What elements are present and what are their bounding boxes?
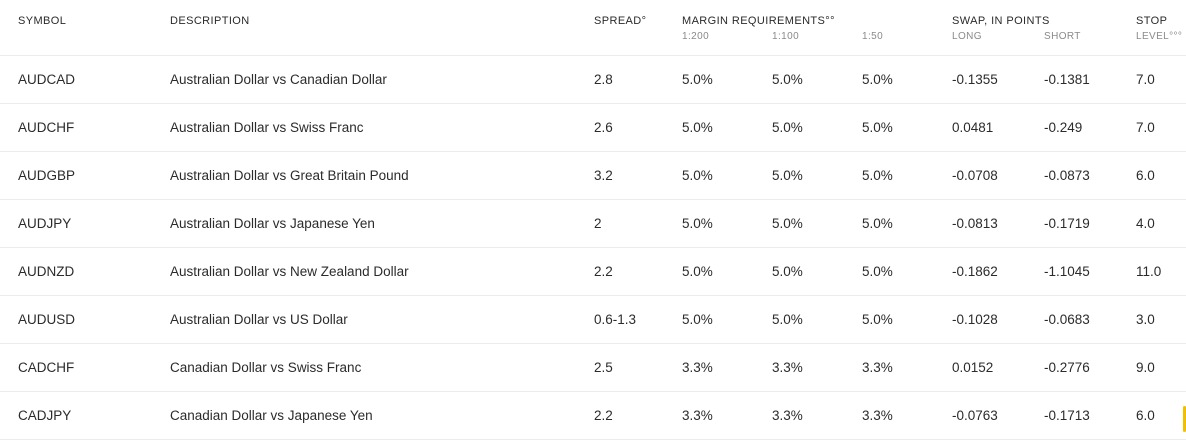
cell-swap-short: -0.1713 xyxy=(1044,408,1090,423)
cell-margin-100: 5.0% xyxy=(772,264,803,279)
cell-spread: 2.2 xyxy=(594,264,613,279)
table-row[interactable]: AUDCAD Australian Dollar vs Canadian Doll… xyxy=(0,56,1186,104)
cell-description: Australian Dollar vs New Zealand Dollar xyxy=(170,264,409,279)
cell-description: Canadian Dollar vs Swiss Franc xyxy=(170,360,362,375)
cell-margin-200: 5.0% xyxy=(682,312,713,327)
cell-stop-level: 7.0 xyxy=(1136,120,1155,135)
header-symbol[interactable]: SYMBOL xyxy=(18,15,67,27)
cell-margin-50: 3.3% xyxy=(862,408,893,423)
cell-symbol: CADCHF xyxy=(18,360,75,375)
cell-margin-200: 3.3% xyxy=(682,408,713,423)
cell-swap-long: 0.0152 xyxy=(952,360,994,375)
table-row[interactable]: AUDUSD Australian Dollar vs US Dollar 0.6-… xyxy=(0,296,1186,344)
cell-margin-50: 5.0% xyxy=(862,312,893,327)
cell-stop-level: 3.0 xyxy=(1136,312,1155,327)
cell-margin-50: 5.0% xyxy=(862,120,893,135)
header-margin-50: 1:50 xyxy=(862,31,884,42)
cell-margin-200: 5.0% xyxy=(682,216,713,231)
cell-symbol: AUDCHF xyxy=(18,120,75,135)
table-row[interactable]: AUDGBP Australian Dollar vs Great Britain… xyxy=(0,152,1186,200)
cell-swap-long: 0.0481 xyxy=(952,120,994,135)
cell-stop-level: 4.0 xyxy=(1136,216,1155,231)
table-row[interactable]: CADCHF Canadian Dollar vs Swiss Franc 2.5 3… xyxy=(0,344,1186,392)
cell-stop-level: 9.0 xyxy=(1136,360,1155,375)
cell-spread: 3.2 xyxy=(594,168,613,183)
cell-symbol: AUDCAD xyxy=(18,72,76,87)
cell-swap-long: -0.0763 xyxy=(952,408,998,423)
cell-spread: 2 xyxy=(594,216,602,231)
header-margin-100: 1:100 xyxy=(772,31,800,42)
cell-description: Australian Dollar vs Canadian Dollar xyxy=(170,72,387,87)
cell-swap-short: -0.2776 xyxy=(1044,360,1090,375)
cell-margin-100: 5.0% xyxy=(772,168,803,183)
cell-margin-50: 5.0% xyxy=(862,264,893,279)
cell-symbol: AUDUSD xyxy=(18,312,76,327)
header-swap-short: SHORT xyxy=(1044,31,1081,42)
cell-swap-short: -1.1045 xyxy=(1044,264,1090,279)
cell-margin-200: 5.0% xyxy=(682,264,713,279)
cell-description: Canadian Dollar vs Japanese Yen xyxy=(170,408,373,423)
header-stop[interactable]: STOP xyxy=(1136,15,1168,27)
cell-symbol: AUDJPY xyxy=(18,216,72,231)
cell-margin-50: 3.3% xyxy=(862,360,893,375)
cell-swap-long: -0.0708 xyxy=(952,168,998,183)
cell-description: Australian Dollar vs US Dollar xyxy=(170,312,348,327)
cell-swap-short: -0.249 xyxy=(1044,120,1083,135)
table-header: SYMBOL DESCRIPTION SPREAD° MARGIN REQUIR… xyxy=(0,0,1186,56)
cell-swap-long: -0.1862 xyxy=(952,264,998,279)
cell-margin-100: 3.3% xyxy=(772,360,803,375)
header-swap[interactable]: SWAP, IN POINTS xyxy=(952,15,1050,27)
header-margin-200: 1:200 xyxy=(682,31,710,42)
cell-spread: 2.6 xyxy=(594,120,613,135)
table-row[interactable]: CADJPY Canadian Dollar vs Japanese Yen 2.2… xyxy=(0,392,1186,440)
cell-description: Australian Dollar vs Swiss Franc xyxy=(170,120,364,135)
cell-spread: 2.5 xyxy=(594,360,613,375)
cell-margin-200: 5.0% xyxy=(682,72,713,87)
header-stop-level: LEVEL°°° xyxy=(1136,31,1183,42)
cell-swap-long: -0.0813 xyxy=(952,216,998,231)
cell-swap-long: -0.1028 xyxy=(952,312,998,327)
cell-stop-level: 7.0 xyxy=(1136,72,1155,87)
scroll-indicator[interactable] xyxy=(1183,406,1186,432)
cell-margin-100: 5.0% xyxy=(772,312,803,327)
cell-margin-100: 5.0% xyxy=(772,216,803,231)
cell-margin-50: 5.0% xyxy=(862,72,893,87)
header-margin[interactable]: MARGIN REQUIREMENTS°° xyxy=(682,15,835,27)
cell-description: Australian Dollar vs Great Britain Pound xyxy=(170,168,409,183)
cell-swap-short: -0.1381 xyxy=(1044,72,1090,87)
table-body: AUDCAD Australian Dollar vs Canadian Doll… xyxy=(0,56,1186,440)
cell-margin-50: 5.0% xyxy=(862,168,893,183)
cell-stop-level: 11.0 xyxy=(1136,264,1162,279)
cell-swap-long: -0.1355 xyxy=(952,72,998,87)
cell-swap-short: -0.0683 xyxy=(1044,312,1090,327)
cell-symbol: AUDNZD xyxy=(18,264,75,279)
header-spread[interactable]: SPREAD° xyxy=(594,15,647,27)
table-row[interactable]: AUDNZD Australian Dollar vs New Zealand D… xyxy=(0,248,1186,296)
table-row[interactable]: AUDCHF Australian Dollar vs Swiss Franc 2.… xyxy=(0,104,1186,152)
cell-spread: 0.6-1.3 xyxy=(594,312,637,327)
table-row[interactable]: AUDJPY Australian Dollar vs Japanese Yen 2… xyxy=(0,200,1186,248)
cell-description: Australian Dollar vs Japanese Yen xyxy=(170,216,375,231)
cell-stop-level: 6.0 xyxy=(1136,168,1155,183)
cell-margin-100: 5.0% xyxy=(772,120,803,135)
cell-margin-50: 5.0% xyxy=(862,216,893,231)
cell-spread: 2.8 xyxy=(594,72,613,87)
cell-symbol: AUDGBP xyxy=(18,168,76,183)
cell-margin-100: 3.3% xyxy=(772,408,803,423)
cell-stop-level: 6.0 xyxy=(1136,408,1155,423)
cell-swap-short: -0.0873 xyxy=(1044,168,1090,183)
cell-spread: 2.2 xyxy=(594,408,613,423)
cell-margin-200: 5.0% xyxy=(682,120,713,135)
header-swap-long: LONG xyxy=(952,31,982,42)
cell-symbol: CADJPY xyxy=(18,408,72,423)
cell-margin-100: 5.0% xyxy=(772,72,803,87)
cell-margin-200: 3.3% xyxy=(682,360,713,375)
header-description[interactable]: DESCRIPTION xyxy=(170,15,250,27)
cell-margin-200: 5.0% xyxy=(682,168,713,183)
cell-swap-short: -0.1719 xyxy=(1044,216,1090,231)
